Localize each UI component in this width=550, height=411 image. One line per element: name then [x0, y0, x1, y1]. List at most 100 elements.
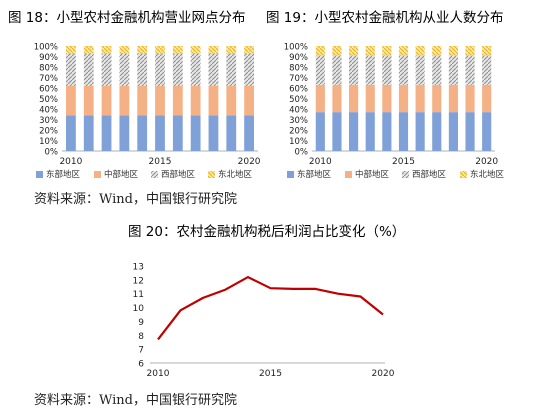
fig18-bar-2019-series-4: [226, 46, 237, 54]
fig18-bar-2010-series-2: [66, 85, 76, 116]
fig19-bar-2018-series-1: [448, 112, 458, 151]
fig19-bar-2020-series-1: [482, 112, 492, 151]
fig20-y-tick-label: 8: [138, 332, 144, 342]
fig18-x-tick-label: 2010: [59, 157, 82, 167]
fig20-x-tick-label: 2015: [259, 369, 282, 379]
fig20-y-tick-label: 10: [133, 304, 145, 314]
fig18-legend-swatch-4: [208, 171, 215, 178]
fig19-bar-2013-series-1: [365, 112, 375, 151]
fig18-x-tick-label: 2015: [149, 157, 172, 167]
fig19-bar-2018-series-4: [448, 46, 458, 56]
figure-18-title: 图 18：小型农村金融机构营业网点分布: [8, 10, 246, 26]
fig18-bar-2014-series-3: [137, 53, 148, 86]
fig19-y-tick-label: 60%: [289, 85, 308, 95]
fig18-bar-2017-series-2: [190, 85, 201, 116]
fig18-bar-2014-series-2: [137, 85, 148, 116]
fig19-bar-2010-series-1: [315, 112, 325, 151]
fig18-bar-2013-series-4: [119, 46, 130, 54]
fig18-bar-2018-series-4: [208, 46, 219, 54]
fig18-legend-label-2: 中部地区: [104, 169, 139, 180]
fig19-bar-2014-series-1: [382, 112, 392, 151]
fig18-legend-swatch-3: [151, 171, 158, 178]
fig18-bar-2010-series-4: [66, 46, 76, 54]
fig18-bar-2015-series-2: [155, 85, 165, 116]
fig18-bar-2016-series-3: [172, 53, 183, 86]
figure-20-title: 图 20：农村金融机构税后利润占比变化（%）: [128, 224, 406, 240]
fig19-bar-2014-series-2: [382, 84, 392, 113]
fig18-bar-2018-series-2: [208, 85, 219, 116]
fig18-bar-2013-series-3: [119, 53, 130, 86]
source-note-bottom: 资料来源：Wind，中国银行研究院: [34, 393, 237, 408]
fig19-bar-2014-series-3: [382, 55, 392, 85]
fig19-bar-2019-series-4: [465, 46, 475, 56]
fig18-bar-2019-series-2: [226, 85, 237, 116]
fig18-bar-2015-series-3: [155, 53, 165, 86]
fig18-bar-2012-series-1: [101, 115, 112, 151]
fig20-y-tick-label: 9: [138, 318, 144, 328]
fig18-bar-2014-series-4: [137, 46, 148, 54]
fig18-bar-2015-series-1: [155, 115, 165, 151]
fig18-bar-2019-series-3: [226, 53, 237, 86]
fig19-bar-2011-series-1: [332, 112, 342, 151]
fig18-bar-2012-series-4: [101, 46, 112, 54]
fig18-legend-label-3: 西部地区: [161, 169, 196, 180]
fig19-y-tick-label: 80%: [289, 64, 308, 74]
fig19-legend-label-3: 西部地区: [412, 169, 447, 180]
fig19-bar-2010-series-3: [315, 55, 325, 85]
fig19-y-tick-label: 40%: [289, 106, 308, 116]
fig19-bar-2017-series-4: [432, 46, 442, 56]
fig19-bar-2017-series-3: [432, 55, 442, 85]
fig18-y-tick-label: 30%: [39, 116, 58, 126]
fig19-bar-2019-series-3: [465, 55, 475, 85]
fig18-bar-2012-series-2: [101, 85, 112, 116]
fig18-bar-2013-series-1: [119, 115, 130, 151]
fig19-y-tick-label: 50%: [289, 95, 308, 105]
fig19-bar-2017-series-1: [432, 112, 442, 151]
fig19-legend-swatch-1: [287, 171, 294, 178]
fig18-legend-label-1: 东部地区: [46, 169, 81, 180]
fig19-legend-swatch-4: [460, 171, 467, 178]
fig19-legend-swatch-2: [345, 171, 352, 178]
fig18-y-tick-label: 90%: [39, 53, 58, 63]
fig20-x-tick-label: 2020: [372, 369, 395, 379]
fig19-y-tick-label: 0%: [295, 148, 309, 158]
fig18-bar-2020-series-1: [244, 115, 254, 151]
fig20-y-tick-label: 11: [133, 290, 144, 300]
fig18-bar-2019-series-1: [226, 115, 237, 151]
fig18-y-tick-label: 0%: [45, 148, 59, 158]
fig18-y-tick-label: 70%: [39, 74, 58, 84]
fig19-y-tick-label: 30%: [289, 116, 308, 126]
fig18-y-tick-label: 100%: [34, 43, 58, 53]
fig19-legend-label-1: 东部地区: [297, 169, 332, 180]
fig18-bar-2016-series-2: [172, 85, 183, 116]
fig19-y-tick-label: 70%: [289, 74, 308, 84]
fig18-y-tick-label: 20%: [39, 127, 58, 137]
fig18-bar-2017-series-4: [190, 46, 201, 54]
fig19-bar-2014-series-4: [382, 46, 392, 56]
fig19-bar-2013-series-4: [365, 46, 375, 56]
fig18-bar-2010-series-1: [66, 115, 76, 151]
fig19-x-tick-label: 2020: [475, 157, 498, 167]
fig20-y-tick-label: 13: [133, 263, 144, 273]
fig18-y-tick-label: 60%: [39, 85, 58, 95]
fig19-y-tick-label: 10%: [289, 137, 308, 147]
fig19-bar-2016-series-3: [415, 55, 425, 85]
fig19-x-tick-label: 2010: [309, 157, 332, 167]
fig19-bar-2012-series-3: [349, 55, 359, 85]
fig19-bar-2015-series-2: [398, 84, 409, 113]
source-note-top: 资料来源：Wind，中国银行研究院: [34, 192, 237, 207]
fig18-bar-2020-series-4: [244, 46, 254, 54]
fig18-bar-2011-series-4: [83, 46, 94, 54]
fig20-series-line: [157, 276, 384, 341]
fig19-y-tick-label: 90%: [289, 53, 308, 63]
fig18-bar-2016-series-4: [172, 46, 183, 54]
fig19-bar-2011-series-2: [332, 84, 342, 113]
fig19-bar-2011-series-4: [332, 46, 342, 56]
fig19-bar-2015-series-1: [398, 112, 409, 151]
fig19-bar-2016-series-4: [415, 46, 425, 56]
fig18-legend-label-4: 东北地区: [218, 169, 253, 180]
fig19-bar-2020-series-4: [482, 46, 492, 56]
fig18-bar-2011-series-1: [83, 115, 94, 151]
fig18-bar-2017-series-3: [190, 53, 201, 86]
